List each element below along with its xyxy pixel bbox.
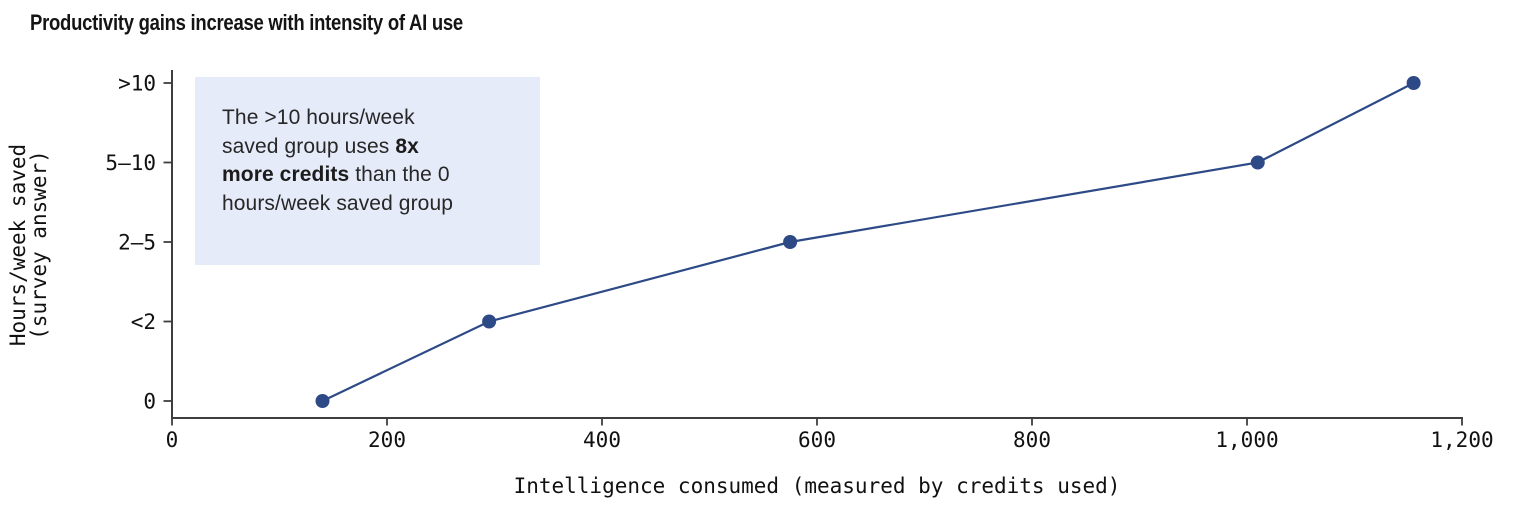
data-point xyxy=(1406,76,1421,90)
y-tick-label: 5–10 xyxy=(105,151,156,175)
y-axis-title: Hours/week saved (survey answer) xyxy=(6,143,51,347)
annotation-line: more credits than the 0 xyxy=(222,163,450,186)
data-point xyxy=(1250,155,1265,170)
x-tick-label: 600 xyxy=(798,428,836,452)
y-tick-label: 2–5 xyxy=(118,231,156,255)
y-tick-label: >10 xyxy=(118,72,156,96)
x-axis-title: Intelligence consumed (measured by credi… xyxy=(513,474,1121,498)
x-tick-label: 400 xyxy=(583,428,621,452)
x-tick-label: 800 xyxy=(1013,428,1051,452)
x-tick-label: 1,200 xyxy=(1430,428,1493,452)
x-tick-label: 200 xyxy=(368,428,406,452)
y-tick-label: <2 xyxy=(131,310,156,334)
data-point xyxy=(482,314,497,329)
y-tick-label: 0 xyxy=(143,390,156,414)
x-tick-label: 0 xyxy=(166,428,179,452)
annotation-line: The >10 hours/week xyxy=(222,106,415,129)
annotation-line: saved group uses 8x xyxy=(222,134,419,158)
data-point xyxy=(783,235,798,249)
data-point xyxy=(315,394,330,408)
chart-title: Productivity gains increase with intensi… xyxy=(30,10,463,35)
annotation-callout: The >10 hours/week saved group uses 8x m… xyxy=(195,77,540,265)
annotation-line: hours/week saved group xyxy=(222,191,454,215)
x-tick-label: 1,000 xyxy=(1215,428,1278,452)
